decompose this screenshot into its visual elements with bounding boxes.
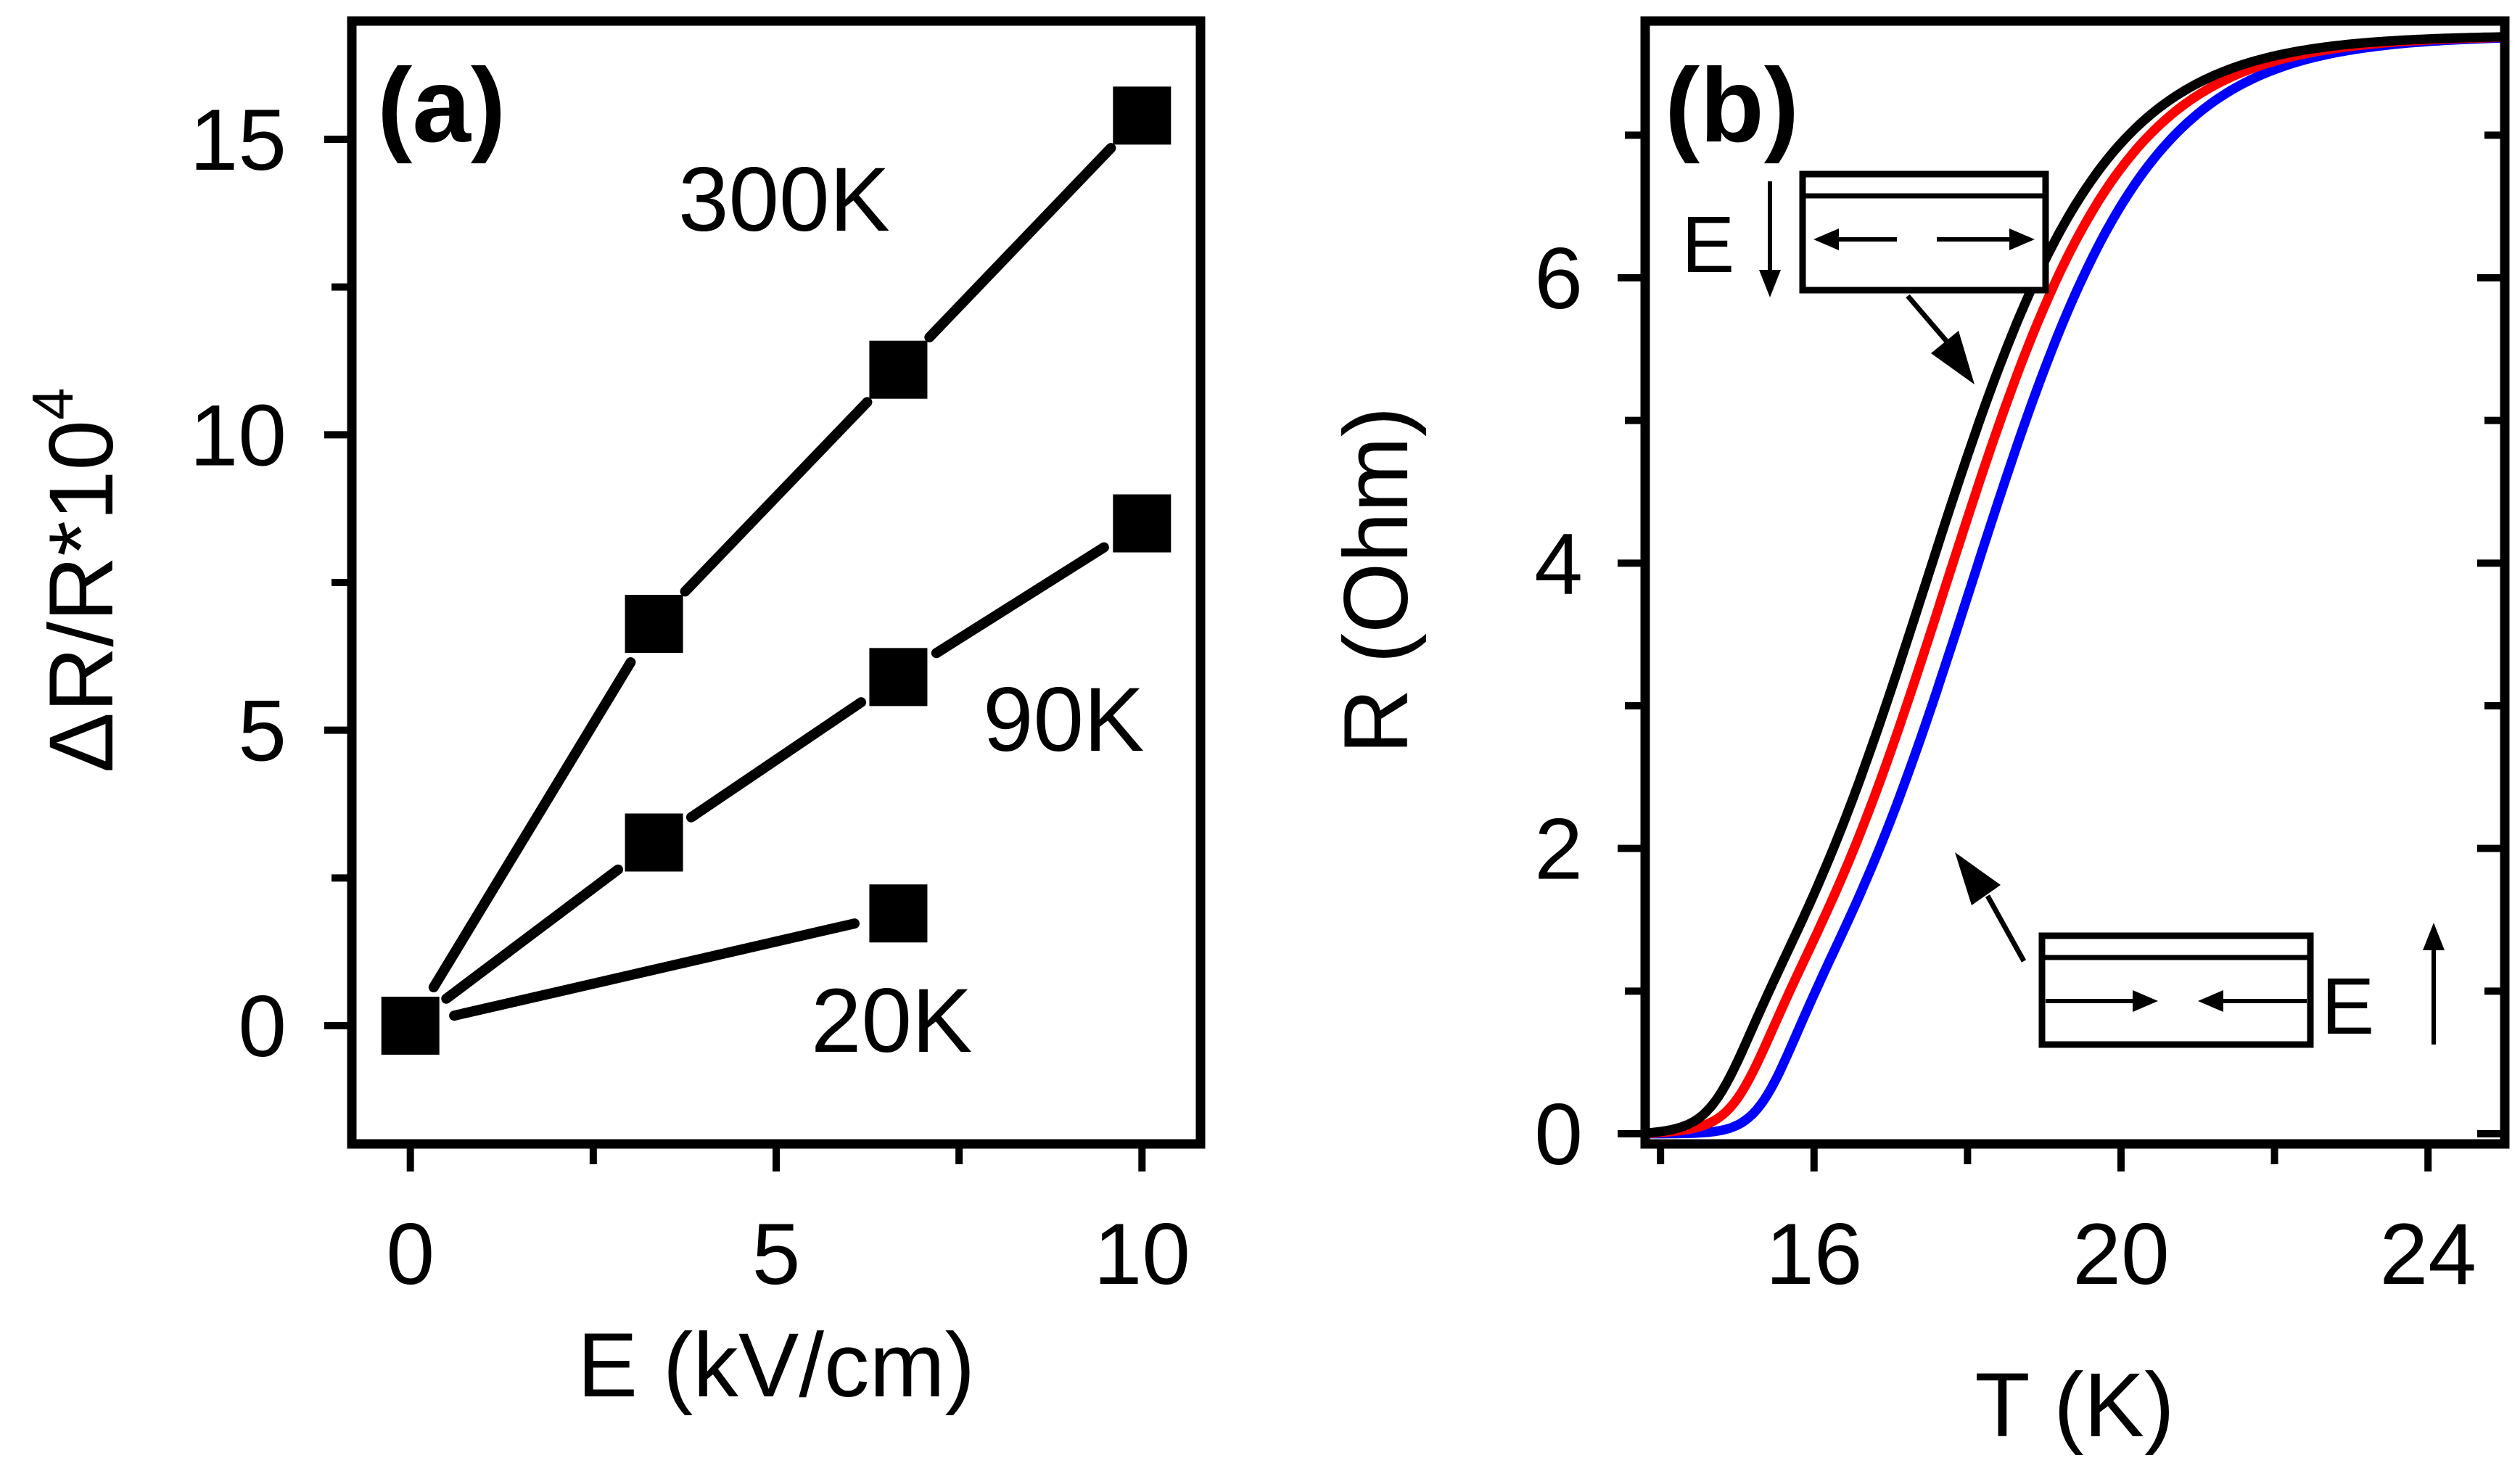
field-up-arrowhead <box>2423 923 2445 950</box>
a-y-tick-label: 15 <box>190 91 287 189</box>
panel-b-y-axis-title: R (Ohm) <box>1326 406 1427 754</box>
a-point-90K <box>625 813 683 872</box>
a-series-segment-90K <box>685 697 867 823</box>
a-x-tick-label: 5 <box>752 1206 801 1303</box>
panel-a-y-axis-title-main: ΔR/R*10 <box>31 420 132 773</box>
b-curve-black <box>1644 32 2506 1138</box>
b-x-tick-label: 24 <box>2379 1206 2476 1303</box>
pointer-arrowhead-to-blue-curve <box>1955 852 2001 905</box>
a-point-300K <box>869 340 928 399</box>
a-y-tick-label: 10 <box>190 387 287 484</box>
b-y-tick-label: 6 <box>1534 230 1583 327</box>
b-y-tick-label: 0 <box>1534 1086 1583 1183</box>
series-label-20k: 20K <box>811 971 972 1071</box>
panel-a-y-axis-title-superscript: 4 <box>20 388 85 421</box>
a-series-segment-90K <box>931 542 1109 659</box>
inset-bottom-arrowhead-left <box>2198 990 2223 1012</box>
a-series-segment-20K <box>449 918 860 1021</box>
b-x-tick-label: 16 <box>1766 1206 1862 1303</box>
panel-a-data-points <box>381 86 1172 1055</box>
panel-a-label: (a) <box>377 46 506 164</box>
inset-top-arrowhead-right <box>2009 228 2035 250</box>
inset-bottom-box <box>2038 932 2314 1048</box>
inset-top-field-label: E <box>1681 200 1734 289</box>
a-point-300K <box>381 997 440 1055</box>
a-x-tick-label: 10 <box>1094 1206 1190 1303</box>
panel-a-ticks: 0 5 10 0 5 10 15 <box>190 91 1191 1303</box>
pointer-arrow-to-blue-curve <box>1985 894 2027 963</box>
panel-b-frame <box>1640 16 2510 1149</box>
panel-a: (a) 0 5 10 0 5 10 15 300K 90K 20K E (kV/cm) ΔR… <box>20 16 1206 1416</box>
a-y-tick-label: 0 <box>238 978 287 1075</box>
panel-a-x-axis-title: E (kV/cm) <box>577 1315 976 1416</box>
pointer-arrowhead-to-black-curve <box>1931 331 1975 384</box>
series-label-90k: 90K <box>983 670 1144 770</box>
a-point-90K <box>869 648 928 707</box>
a-point-20K <box>869 884 928 943</box>
inset-bottom: E <box>1955 852 2445 1051</box>
pointer-arrow-to-black-curve <box>1906 294 1953 349</box>
inset-top-box <box>1799 170 2049 294</box>
a-series-segment-300K <box>428 657 636 993</box>
a-point-300K <box>1113 86 1172 145</box>
inset-top-arrowhead-left <box>1813 228 1839 250</box>
a-point-90K <box>1113 494 1172 553</box>
panel-a-y-axis-title: ΔR/R*104 <box>20 388 132 773</box>
b-x-tick-label: 20 <box>2072 1206 2169 1303</box>
inset-bottom-arrowhead-right <box>2133 990 2158 1012</box>
a-series-segment-300K <box>680 397 873 597</box>
a-point-300K <box>625 595 683 654</box>
panel-b-x-axis-title: T (K) <box>1975 1355 2174 1456</box>
a-x-tick-label: 0 <box>386 1206 435 1303</box>
a-series-segment-300K <box>924 143 1116 342</box>
inset-bottom-field-label: E <box>2321 962 2374 1051</box>
a-series-segment-90K <box>441 864 624 1004</box>
panel-b-curves <box>1644 32 2506 1139</box>
panel-b-label: (b) <box>1665 46 1799 164</box>
series-label-300k: 300K <box>678 149 890 250</box>
b-y-tick-label: 2 <box>1534 801 1583 898</box>
inset-top: E <box>1681 170 2049 384</box>
panel-a-series-lines <box>428 143 1116 1021</box>
b-y-tick-label: 4 <box>1534 515 1583 612</box>
field-down-arrowhead <box>1759 270 1781 297</box>
a-y-tick-label: 5 <box>238 683 287 780</box>
